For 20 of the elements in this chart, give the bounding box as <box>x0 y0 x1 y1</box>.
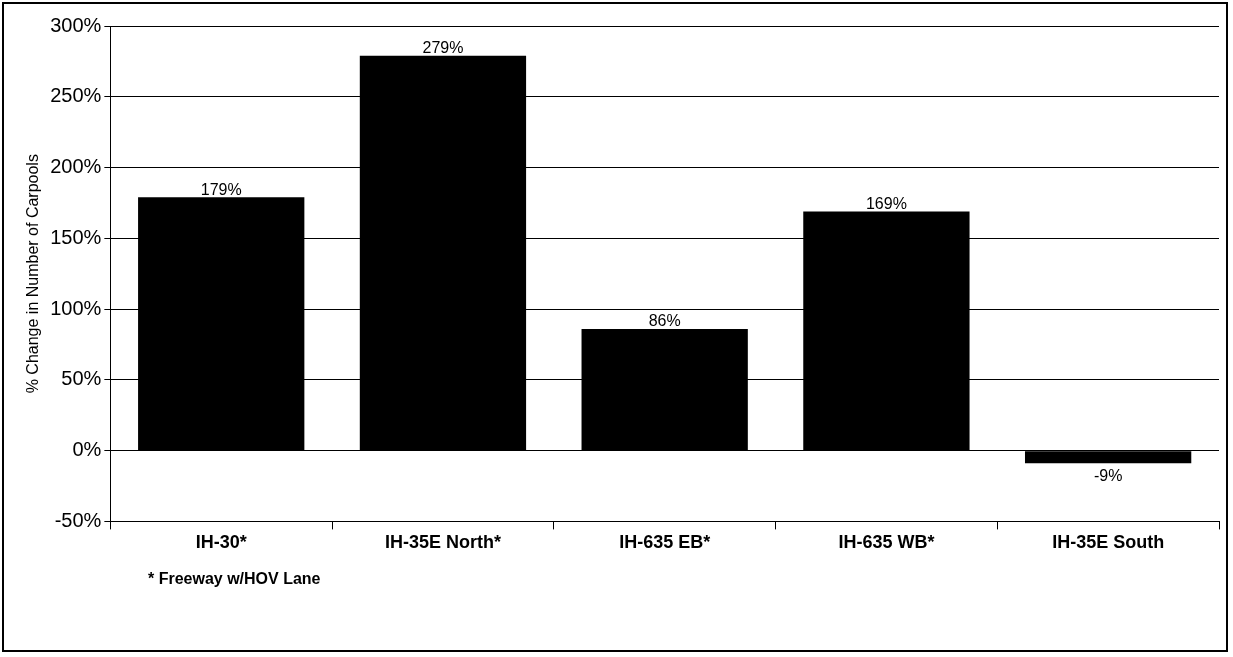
data-label: 86% <box>648 312 681 330</box>
y-tick-label: 150% <box>50 225 102 248</box>
y-tick-label: -50% <box>54 508 102 531</box>
x-tick-label: IH-30* <box>195 532 247 553</box>
y-tick-label: 300% <box>50 13 102 36</box>
x-tick-label: IH-635 WB* <box>838 532 935 553</box>
y-tick-label: 100% <box>50 296 102 319</box>
x-tick-label: IH-635 EB* <box>619 532 711 553</box>
y-axis-title: % Change in Number of Carpools <box>24 154 42 394</box>
y-tick-label: 250% <box>50 84 102 107</box>
data-label: -9% <box>1093 466 1123 484</box>
data-label: 279% <box>422 39 464 57</box>
data-label: 179% <box>200 180 242 198</box>
x-tick-label: IH-35E South <box>1052 532 1165 553</box>
text: * Freeway w/HOV Lane <box>148 570 321 588</box>
data-label: 169% <box>865 194 907 212</box>
y-tick-label: 50% <box>61 367 102 390</box>
y-tick-label: 0% <box>72 438 102 461</box>
x-tick-label: IH-35E North* <box>384 532 501 553</box>
y-tick-label: 200% <box>50 155 102 178</box>
